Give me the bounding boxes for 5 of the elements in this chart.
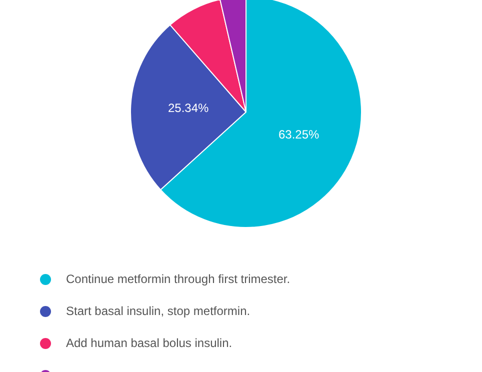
data-label: 25.34% (168, 100, 210, 115)
legend-label: Start basal insulin, stop metformin. (66, 304, 250, 319)
legend-label: Continue metformin through first trimester. (66, 272, 290, 287)
legend-label: Add human basal bolus insulin. (66, 336, 232, 351)
data-label: 63.25% (278, 128, 320, 142)
